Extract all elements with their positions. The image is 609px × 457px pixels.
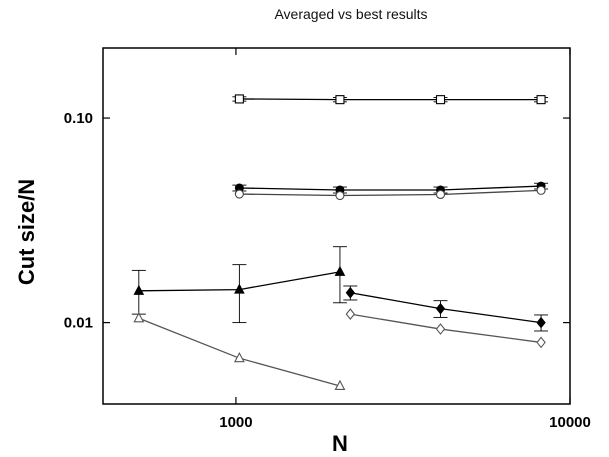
series-0 bbox=[232, 94, 549, 105]
data-point bbox=[345, 286, 355, 299]
data-point bbox=[335, 190, 345, 201]
data-point bbox=[233, 352, 245, 363]
data-point bbox=[536, 95, 546, 105]
data-point bbox=[435, 95, 446, 105]
data-point bbox=[234, 283, 245, 294]
series-5 bbox=[133, 312, 346, 391]
series-6 bbox=[345, 308, 546, 349]
data-point bbox=[435, 302, 446, 315]
data-point bbox=[334, 379, 346, 391]
ticks-layer: 1000 10000 0.01 0.10 bbox=[64, 48, 591, 431]
y-tick-label: 0.10 bbox=[64, 110, 93, 127]
series-line bbox=[239, 185, 542, 191]
data-point bbox=[435, 189, 446, 200]
y-axis-label: Cut size/N bbox=[14, 179, 39, 285]
data-point bbox=[536, 316, 546, 329]
data-point bbox=[345, 308, 356, 321]
data-point bbox=[133, 284, 145, 295]
plot-frame bbox=[102, 47, 571, 405]
data-point bbox=[435, 323, 446, 335]
data-point bbox=[335, 95, 345, 105]
series-line bbox=[350, 292, 542, 324]
chart-title: Averaged vs best results bbox=[274, 6, 427, 22]
y-tick-label: 0.01 bbox=[64, 315, 93, 332]
series-layer bbox=[131, 94, 549, 391]
x-axis-label: N bbox=[332, 431, 348, 456]
data-point bbox=[334, 265, 346, 276]
data-point bbox=[133, 312, 145, 323]
x-tick-label: 1000 bbox=[219, 414, 252, 431]
data-point bbox=[536, 185, 546, 195]
series-4 bbox=[343, 285, 549, 332]
data-point bbox=[234, 189, 244, 199]
x-tick-label: 10000 bbox=[549, 414, 591, 431]
series-line bbox=[239, 189, 542, 197]
data-point bbox=[234, 94, 244, 104]
series-2 bbox=[234, 185, 546, 201]
series-line bbox=[239, 98, 542, 101]
series-3 bbox=[131, 246, 347, 324]
data-point bbox=[536, 336, 546, 349]
